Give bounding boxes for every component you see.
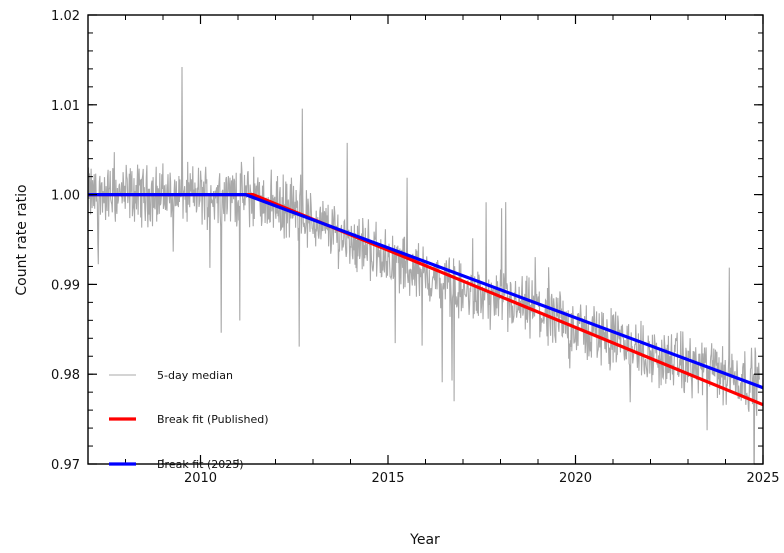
x-tick-label: 2010 [184, 471, 217, 486]
y-tick-label: 0.98 [51, 368, 80, 383]
x-tick-label: 2015 [371, 471, 404, 486]
legend-label: 5-day median [157, 369, 233, 382]
legend-label: Break fit (2025) [157, 458, 244, 471]
y-tick-label: 0.97 [51, 458, 80, 473]
x-axis-label: Year [409, 532, 440, 548]
x-tick-label: 2020 [559, 471, 592, 486]
x-tick-label: 2025 [746, 471, 779, 486]
y-tick-label: 1.00 [51, 189, 80, 204]
plot-area [88, 15, 763, 464]
y-tick-label: 0.99 [51, 278, 80, 293]
y-tick-label: 1.02 [51, 9, 80, 24]
ticks-layer: 2010 2015 2020 2025 0.97 0.98 0.99 1.00 1.01 1.02 [51, 9, 780, 486]
series-5-day-median [88, 66, 760, 464]
legend: 5-day median Break fit (Published) Break f… [109, 369, 268, 471]
y-axis-label: Count rate ratio [14, 184, 30, 295]
series-layer [88, 66, 763, 464]
series-break-fit-2025 [88, 193, 763, 390]
legend-label: Break fit (Published) [157, 413, 268, 426]
y-tick-label: 1.01 [51, 99, 80, 114]
